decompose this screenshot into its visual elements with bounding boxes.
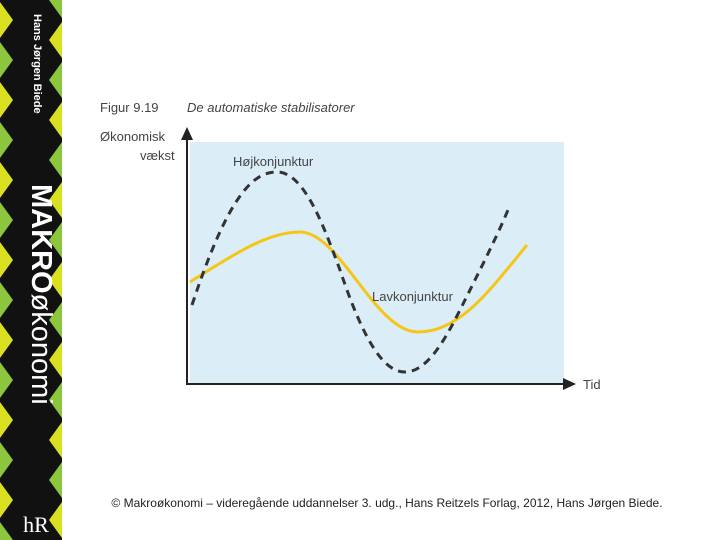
- x-axis-label: Tid: [583, 377, 601, 392]
- figure-title: De automatiske stabilisatorer: [187, 100, 355, 115]
- book-title-rest: økonomi: [25, 294, 57, 405]
- caption: © Makroøkonomi – videregående uddannelse…: [111, 496, 662, 510]
- plot-area: [190, 142, 564, 384]
- sidebar: [0, 0, 62, 540]
- peak-label: Højkonjunktur: [233, 154, 314, 169]
- book-title-bold: MAKRO: [25, 184, 57, 294]
- x-arrow: [563, 378, 576, 390]
- business-cycle-curve: [190, 170, 512, 374]
- book-title: MAKROøkonomi: [25, 184, 57, 405]
- logo: hR: [23, 512, 49, 537]
- author: Hans Jørgen Biede: [31, 14, 43, 114]
- smoothed-curve: [189, 230, 529, 334]
- y-arrow: [181, 127, 193, 140]
- y-axis-label: vækst: [140, 148, 175, 163]
- trough-label: Lavkonjunktur: [372, 289, 454, 304]
- figure-number: Figur 9.19: [100, 100, 159, 115]
- y-axis-label: Økonomisk: [100, 129, 166, 144]
